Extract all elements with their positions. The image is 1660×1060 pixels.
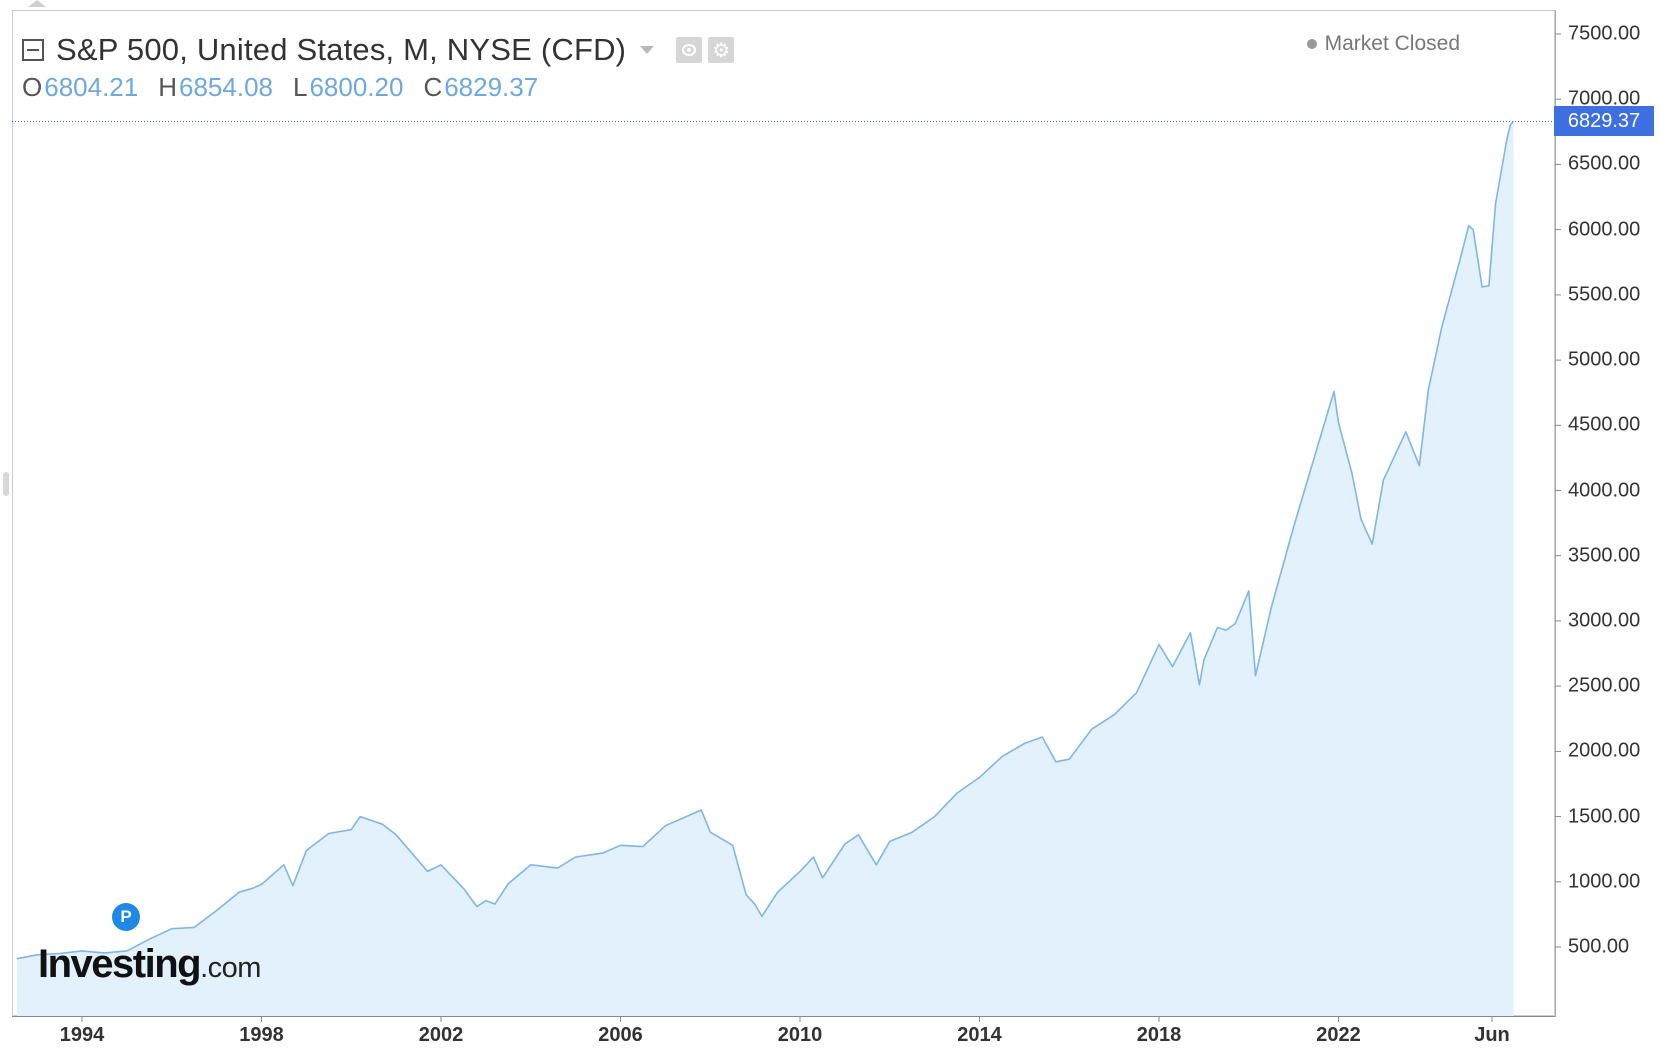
price-tick-label: 1500.00	[1568, 805, 1641, 828]
time-tick-label: 2002	[418, 1024, 464, 1046]
logo-suffix: .com	[200, 952, 261, 984]
status-dot-icon	[1306, 39, 1317, 49]
ohlc-readout: O 6804.21 H 6854.08 L 6800.20 C 6829.37	[22, 72, 558, 103]
time-tick-label: 2018	[1136, 1024, 1182, 1046]
ohlc-high-value: 6854.08	[179, 72, 273, 102]
collapse-icon[interactable]	[22, 39, 44, 61]
resize-handle[interactable]	[3, 472, 9, 496]
last-price-badge: 6829.37	[1554, 106, 1654, 136]
price-tick-label: 4500.00	[1568, 413, 1641, 436]
ohlc-close-value: 6829.37	[444, 72, 539, 102]
chart-title: S&P 500, United States, M, NYSE (CFD)	[56, 32, 627, 67]
time-tick-label: 2022	[1316, 1024, 1361, 1046]
price-tick-label: 3500.00	[1568, 544, 1641, 567]
price-tick-label: 7500.00	[1568, 22, 1641, 45]
chevron-down-icon[interactable]	[640, 46, 655, 54]
time-tick-label: Jun	[1474, 1024, 1510, 1046]
gear-icon[interactable]: ⚙	[708, 37, 735, 63]
ohlc-close-key: C	[423, 72, 443, 102]
time-tick-label: 2014	[957, 1024, 1002, 1046]
eye-icon[interactable]	[676, 37, 703, 63]
price-tick-label: 4000.00	[1568, 479, 1641, 501]
ohlc-low-value: 6800.20	[309, 72, 404, 102]
chart-header: S&P 500, United States, M, NYSE (CFD) ⚙	[22, 30, 735, 70]
price-tick-label: 5500.00	[1568, 283, 1641, 306]
time-tick-label: 2006	[598, 1024, 643, 1046]
ohlc-open-value: 6804.21	[44, 72, 139, 102]
investing-logo: Investing.com	[38, 942, 261, 987]
market-status: Market Closed	[1306, 32, 1460, 56]
time-tick-label: 2010	[777, 1024, 823, 1046]
scroll-up-icon[interactable]	[28, 0, 46, 7]
time-tick-label: 1998	[239, 1024, 284, 1046]
price-tick-label: 2500.00	[1568, 674, 1641, 697]
ohlc-high-key: H	[158, 72, 177, 102]
price-tick-label: 7000.00	[1568, 87, 1641, 110]
area-fill	[16, 121, 1514, 1016]
logo-word: Investing	[38, 942, 202, 986]
price-tick-label: 5000.00	[1568, 348, 1641, 371]
time-tick-label: 1994	[59, 1024, 105, 1046]
market-status-label: Market Closed	[1324, 32, 1460, 55]
price-tick-label: 2000.00	[1568, 739, 1641, 762]
price-tick-label: 6500.00	[1568, 152, 1641, 175]
ohlc-low-key: L	[292, 72, 308, 102]
price-tick-label: 6000.00	[1568, 218, 1641, 241]
price-line	[16, 120, 1515, 960]
price-tick-label: 1000.00	[1568, 870, 1641, 893]
event-marker[interactable]: P	[112, 903, 140, 931]
price-tick-label: 500.00	[1568, 935, 1630, 958]
ohlc-open-key: O	[22, 72, 43, 102]
price-tick-label: 3000.00	[1568, 609, 1641, 632]
